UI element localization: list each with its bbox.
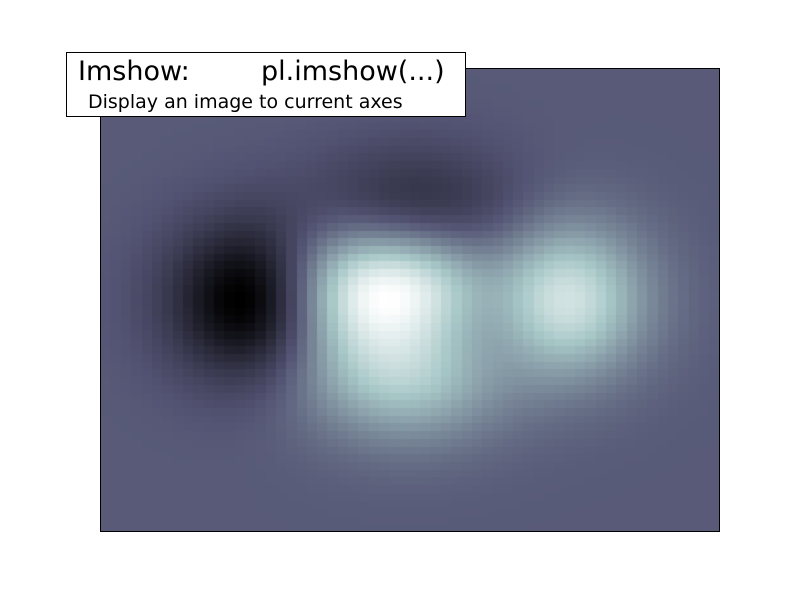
chart-command: pl.imshow(...) — [261, 56, 445, 87]
chart-title: Imshow: — [78, 56, 190, 87]
chart-subtitle: Display an image to current axes — [88, 91, 403, 113]
heatmap-image — [101, 69, 720, 532]
title-box: Imshow: pl.imshow(...) Display an image … — [66, 52, 466, 117]
